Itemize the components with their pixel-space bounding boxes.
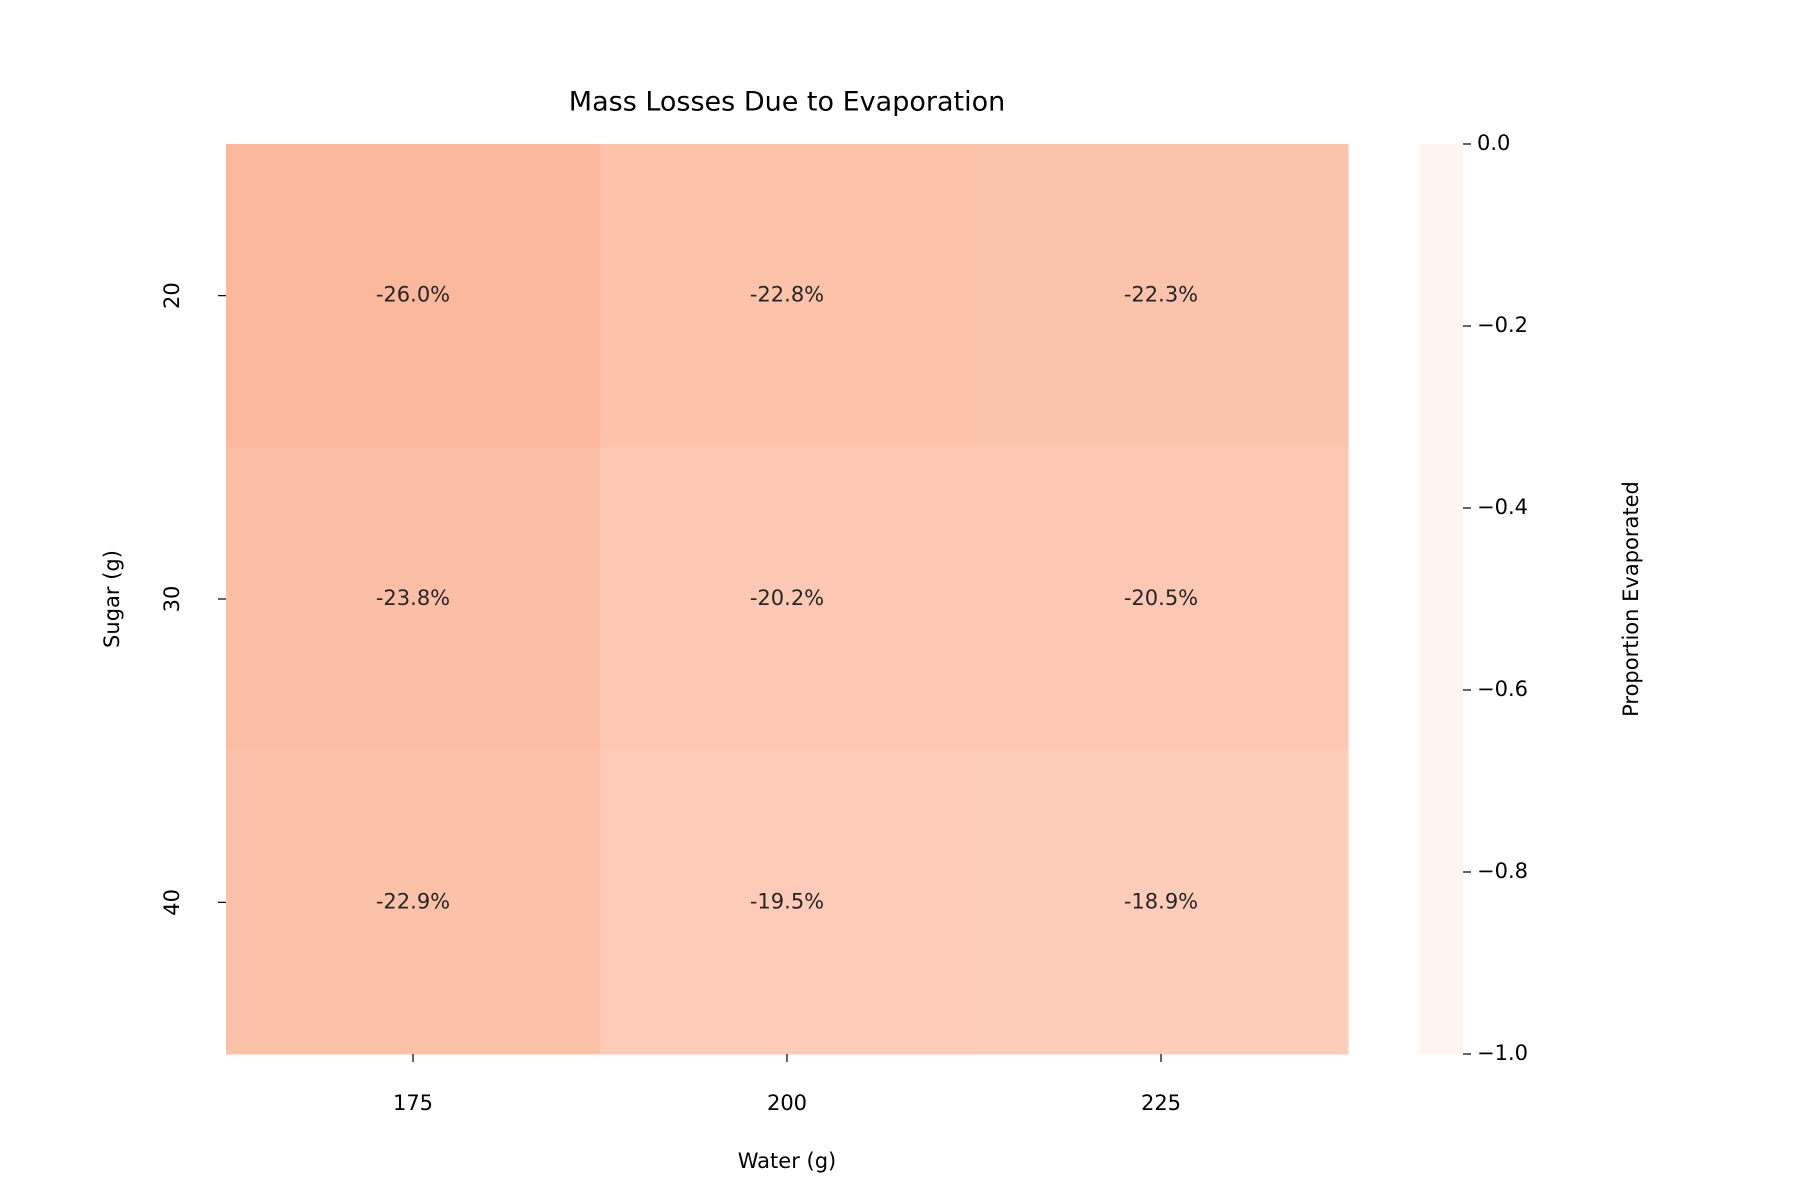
cell-label: -22.8% [750,283,824,307]
y-tick-label: 40 [160,889,184,916]
heatmap-cell [974,144,1349,448]
y-tick-label: 20 [160,282,184,309]
colorbar-label: Proportion Evaporated [1619,481,1643,717]
heatmap-cell [974,447,1349,752]
x-tick-label: 200 [767,1091,807,1115]
x-axis-label: Water (g) [738,1149,836,1173]
colorbar-tick-label: −0.4 [1477,495,1528,519]
heatmap-cell [974,750,1349,1055]
cell-label: -22.9% [376,889,450,913]
cell-label: -26.0% [376,283,450,307]
cell-label: -19.5% [750,889,824,913]
heatmap-cell [600,750,975,1055]
cell-label: -22.3% [1124,283,1198,307]
y-axis-label: Sugar (g) [100,550,124,648]
chart-title: Mass Losses Due to Evaporation [569,87,1005,118]
heatmap-cell [600,144,975,448]
heatmap-cell [600,447,975,752]
x-tick-label: 225 [1141,1091,1181,1115]
colorbar-tick-label: −1.0 [1477,1041,1528,1065]
colorbar [1419,144,1463,1054]
colorbar-tick-label: −0.2 [1477,313,1528,337]
colorbar-tick-label: 0.0 [1477,131,1510,155]
cell-label: -23.8% [376,586,450,610]
cell-label: -20.5% [1124,586,1198,610]
colorbar-tick-label: −0.8 [1477,859,1528,883]
y-tick-label: 30 [160,586,184,613]
colorbar-tick-label: −0.6 [1477,677,1528,701]
cell-label: -20.2% [750,586,824,610]
heatmap-cell [226,447,601,752]
heatmap-cell [226,750,601,1055]
heatmap-cell [226,144,601,448]
x-tick-label: 175 [393,1091,433,1115]
cell-label: -18.9% [1124,889,1198,913]
